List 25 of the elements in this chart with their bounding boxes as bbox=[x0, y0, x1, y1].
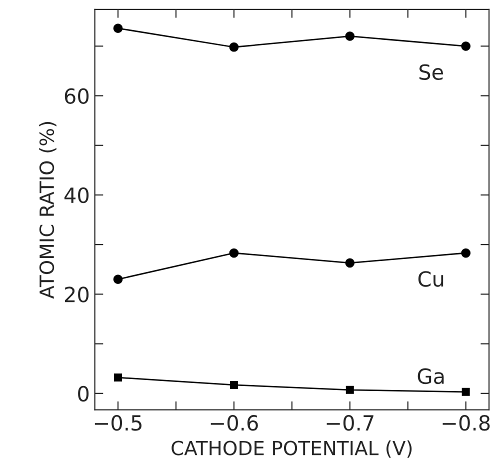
point bbox=[114, 374, 122, 382]
series-label: Ga bbox=[418, 368, 444, 384]
point bbox=[461, 248, 471, 258]
point bbox=[113, 24, 123, 33]
point bbox=[462, 388, 470, 396]
x-tick-label: −0.7 bbox=[326, 415, 374, 431]
y-tick-label: 20 bbox=[64, 286, 89, 302]
y-tick-label: 40 bbox=[64, 187, 89, 204]
point bbox=[345, 258, 355, 268]
point bbox=[345, 32, 355, 41]
x-tick-label: −0.6 bbox=[210, 415, 258, 431]
point bbox=[346, 386, 354, 394]
y-tick-label: 60 bbox=[64, 88, 89, 104]
series-label: Cu bbox=[418, 271, 444, 287]
point bbox=[229, 248, 239, 258]
x-axis-title: CATHODE POTENTIAL (V) bbox=[172, 440, 412, 458]
point bbox=[230, 380, 238, 389]
y-tick-label: 0 bbox=[78, 386, 89, 402]
x-tick-label: −0.5 bbox=[94, 415, 142, 431]
point bbox=[229, 42, 239, 52]
y-axis-title: ATOMIC RATIO (%) bbox=[39, 122, 56, 299]
point bbox=[461, 41, 471, 51]
x-tick-label: −0.8 bbox=[442, 415, 490, 431]
series-label: Se bbox=[419, 64, 444, 80]
point bbox=[113, 274, 123, 284]
